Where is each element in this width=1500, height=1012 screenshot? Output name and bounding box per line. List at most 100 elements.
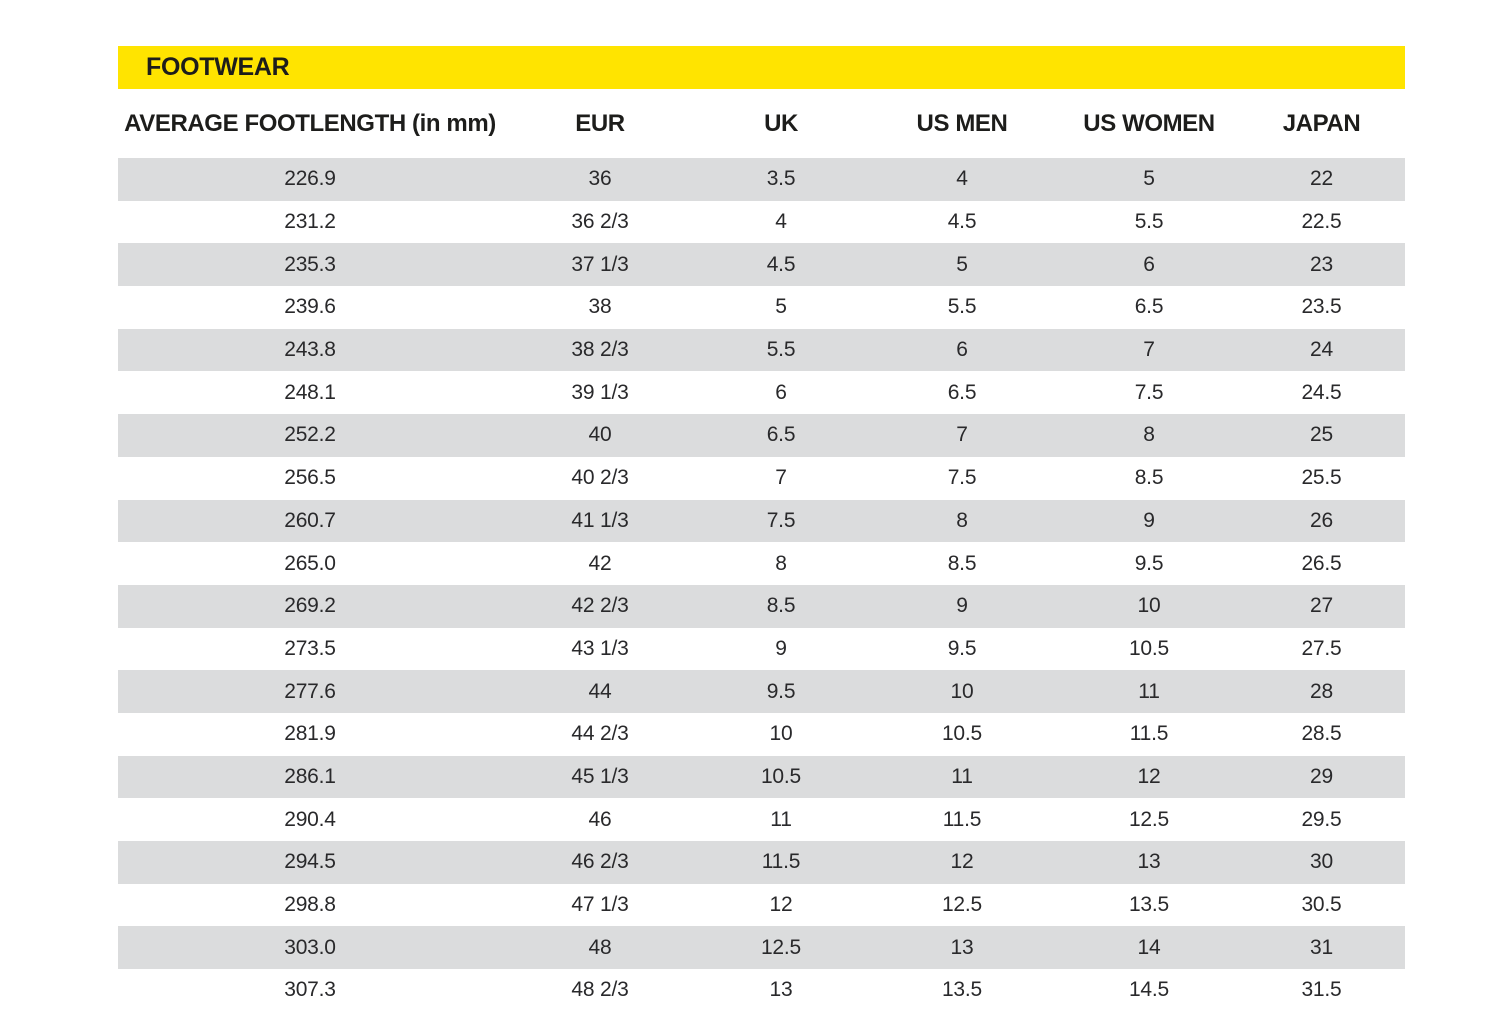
cell-japan: 29 <box>1310 764 1333 788</box>
cell-us-men: 5 <box>956 252 968 276</box>
cell-us-men: 6 <box>956 338 968 362</box>
section-header-bar: FOOTWEAR <box>118 46 1405 89</box>
cell-footlength: 303.0 <box>284 935 336 959</box>
cell-uk: 5.5 <box>766 338 796 362</box>
cell-footlength: 286.1 <box>284 764 336 788</box>
cell-eur: 45 1/3 <box>571 764 629 788</box>
cell-us-men: 10 <box>950 679 974 703</box>
cell-japan: 31.5 <box>1301 978 1342 1002</box>
cell-eur: 44 2/3 <box>571 722 629 746</box>
cell-us-men: 7.5 <box>947 466 977 490</box>
cell-us-men: 9 <box>956 594 968 618</box>
cell-us-women: 13 <box>1137 850 1161 874</box>
cell-us-men: 8 <box>956 508 968 532</box>
table-row: 231.2 36 2/3 4 4.5 5.5 22.5 <box>118 201 1405 244</box>
cell-us-women: 11.5 <box>1129 722 1169 746</box>
cell-us-men: 11 <box>951 764 973 788</box>
cell-eur: 37 1/3 <box>571 252 629 276</box>
cell-uk: 12.5 <box>760 935 802 959</box>
cell-us-men: 4 <box>956 167 968 191</box>
cell-us-men: 13 <box>950 935 974 959</box>
cell-japan: 29.5 <box>1301 807 1342 831</box>
cell-eur: 36 <box>588 167 612 191</box>
cell-us-women: 9 <box>1143 508 1155 532</box>
table-row: 239.6 38 5 5.5 6.5 23.5 <box>118 286 1405 329</box>
table-body: 226.9 36 3.5 4 5 22 231.2 36 2/3 4 4.5 5.5 22.5 235.… <box>118 158 1405 1012</box>
cell-uk: 8 <box>775 551 787 575</box>
table-row: 226.9 36 3.5 4 5 22 <box>118 158 1405 201</box>
column-header-eur: EUR <box>575 109 625 137</box>
cell-us-women: 11 <box>1138 679 1160 703</box>
cell-footlength: 269.2 <box>284 594 336 618</box>
cell-eur: 36 2/3 <box>571 210 629 234</box>
cell-us-women: 13.5 <box>1128 893 1170 917</box>
cell-japan: 24.5 <box>1301 380 1342 404</box>
table-row: 273.5 43 1/3 9 9.5 10.5 27.5 <box>118 628 1405 671</box>
table-row: 298.8 47 1/3 12 12.5 13.5 30.5 <box>118 884 1405 927</box>
cell-footlength: 248.1 <box>284 380 336 404</box>
cell-eur: 46 2/3 <box>571 850 629 874</box>
cell-eur: 48 2/3 <box>571 978 629 1002</box>
cell-eur: 42 2/3 <box>571 594 629 618</box>
table-row: 235.3 37 1/3 4.5 5 6 23 <box>118 243 1405 287</box>
cell-us-men: 12.5 <box>941 893 983 917</box>
cell-japan: 28 <box>1310 679 1333 703</box>
cell-us-women: 14.5 <box>1128 978 1170 1002</box>
cell-us-women: 14 <box>1137 935 1161 959</box>
cell-uk: 10 <box>769 722 793 746</box>
cell-footlength: 252.2 <box>284 423 336 447</box>
column-header-uk: UK <box>764 109 798 137</box>
cell-footlength: 294.5 <box>284 850 336 874</box>
cell-footlength: 260.7 <box>284 508 336 532</box>
cell-japan: 22 <box>1310 167 1333 191</box>
cell-us-men: 7 <box>956 423 968 447</box>
cell-footlength: 281.9 <box>284 722 336 746</box>
table-row: 269.2 42 2/3 8.5 9 10 27 <box>118 584 1405 628</box>
cell-uk: 7.5 <box>766 508 796 532</box>
cell-eur: 38 <box>588 295 612 319</box>
cell-us-men: 8.5 <box>947 551 977 575</box>
cell-us-men: 6.5 <box>947 380 977 404</box>
cell-japan: 26 <box>1310 508 1333 532</box>
cell-japan: 25.5 <box>1301 466 1342 490</box>
cell-japan: 27 <box>1310 594 1333 618</box>
cell-us-women: 6.5 <box>1134 295 1164 319</box>
table-row: 286.1 45 1/3 10.5 11 12 29 <box>118 755 1405 799</box>
cell-eur: 43 1/3 <box>571 636 629 660</box>
cell-eur: 41 1/3 <box>571 508 629 532</box>
cell-japan: 26.5 <box>1301 551 1342 575</box>
cell-uk: 3.5 <box>766 167 796 191</box>
cell-eur: 46 <box>588 807 612 831</box>
cell-footlength: 231.2 <box>284 210 336 234</box>
cell-uk: 5 <box>775 295 787 319</box>
table-row: 248.1 39 1/3 6 6.5 7.5 24.5 <box>118 371 1405 414</box>
table-row: 256.5 40 2/3 7 7.5 8.5 25.5 <box>118 457 1405 500</box>
cell-footlength: 226.9 <box>284 167 336 191</box>
cell-us-women: 9.5 <box>1134 551 1164 575</box>
cell-footlength: 239.6 <box>284 295 336 319</box>
cell-uk: 6.5 <box>766 423 796 447</box>
cell-us-women: 10.5 <box>1128 636 1170 660</box>
cell-eur: 42 <box>588 551 612 575</box>
table-row: 252.2 40 6.5 7 8 25 <box>118 414 1405 457</box>
table-row: 303.0 48 12.5 13 14 31 <box>118 926 1405 970</box>
cell-us-women: 12.5 <box>1128 807 1170 831</box>
cell-uk: 6 <box>775 380 787 404</box>
cell-us-women: 10 <box>1137 594 1161 618</box>
cell-eur: 40 <box>588 423 612 447</box>
cell-japan: 28.5 <box>1301 722 1342 746</box>
cell-uk: 10.5 <box>760 764 802 788</box>
cell-uk: 7 <box>775 466 787 490</box>
table-row: 281.9 44 2/3 10 10.5 11.5 28.5 <box>118 713 1405 756</box>
cell-eur: 47 1/3 <box>571 893 629 917</box>
section-title: FOOTWEAR <box>146 53 290 81</box>
cell-us-men: 9.5 <box>947 636 977 660</box>
cell-uk: 13 <box>769 978 793 1002</box>
cell-uk: 11.5 <box>761 850 801 874</box>
cell-us-women: 5.5 <box>1134 210 1164 234</box>
table-row: 290.4 46 11 11.5 12.5 29.5 <box>118 798 1405 841</box>
cell-us-women: 8 <box>1143 423 1155 447</box>
cell-us-women: 8.5 <box>1134 466 1164 490</box>
table-header-row: AVERAGE FOOTLENGTH (in mm) EUR UK US MEN US … <box>118 89 1405 158</box>
